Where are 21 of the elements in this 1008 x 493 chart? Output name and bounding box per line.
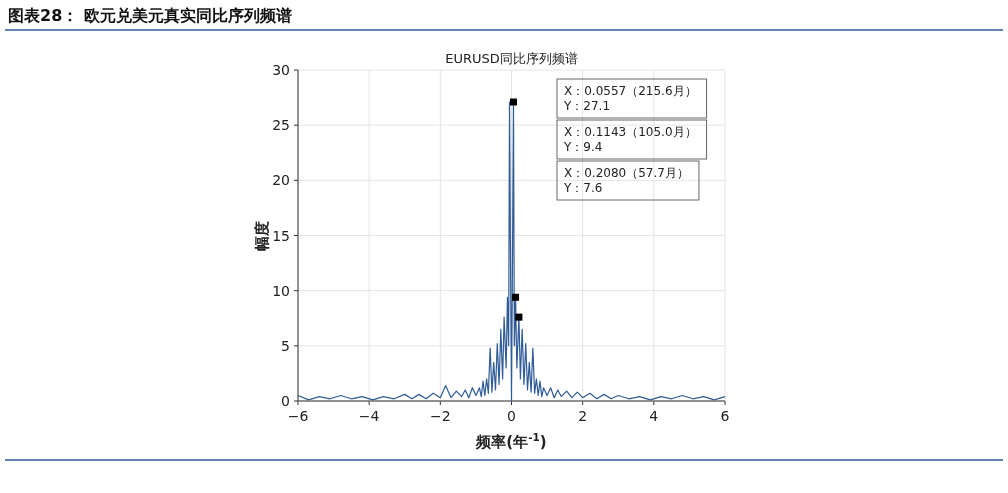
text: 图表28： 欧元兑美元真实同比序列频谱 bbox=[8, 6, 292, 25]
annotation: X：0.0557（215.6月） Y：27.1 bbox=[563, 84, 697, 113]
y-tick-label: 30 bbox=[272, 62, 290, 78]
y-axis-title: 幅度 bbox=[253, 220, 271, 251]
chart-subtitle: EURUSD同比序列频谱 bbox=[445, 51, 578, 66]
x-tick-label: −2 bbox=[430, 408, 451, 424]
x-tick-label: 0 bbox=[507, 408, 516, 424]
y-tick-label: 20 bbox=[272, 172, 290, 189]
x-tick-label: 2 bbox=[578, 408, 588, 424]
y-tick-label: 15 bbox=[272, 227, 290, 244]
annotation: X：0.2080（57.7月） Y：7.6 bbox=[563, 166, 689, 195]
y-tick-label: 25 bbox=[272, 117, 290, 134]
y-tick-label: 0 bbox=[281, 393, 290, 409]
x-axis-title: 频率(年$^{-1}$) bbox=[475, 431, 547, 451]
x-tick-label: −4 bbox=[358, 408, 380, 424]
y-tick-label: 10 bbox=[272, 282, 290, 299]
x-tick-label: 4 bbox=[649, 408, 659, 424]
y-tick-label: 5 bbox=[281, 337, 290, 354]
x-tick-label: −6 bbox=[287, 408, 309, 424]
x-tick-label: 6 bbox=[720, 408, 730, 424]
annotation: X：0.1143（105.0月） Y：9.4 bbox=[563, 125, 697, 154]
